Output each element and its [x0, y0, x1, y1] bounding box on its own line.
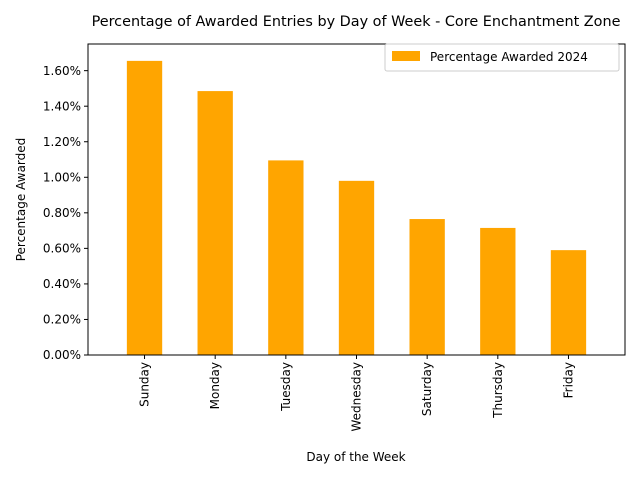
y-tick-label: 1.60%	[43, 64, 81, 78]
y-tick-label: 1.20%	[43, 135, 81, 149]
y-tick-label: 1.00%	[43, 170, 81, 184]
y-tick-label: 0.60%	[43, 242, 81, 256]
x-tick-label: Monday	[208, 362, 222, 409]
x-tick-label: Tuesday	[279, 362, 293, 412]
bars-group	[126, 60, 587, 355]
x-tick-label: Thursday	[491, 362, 505, 419]
x-tick-label: Saturday	[420, 362, 434, 416]
y-axis: 0.00% 0.20% 0.40% 0.60% 0.80% 1.00% 1.20% 1.40%…	[43, 64, 88, 362]
y-tick-label: 0.40%	[43, 277, 81, 291]
y-tick-label: 0.20%	[43, 313, 81, 327]
x-axis-label: Day of the Week	[306, 450, 405, 464]
y-tick-label: 0.00%	[43, 348, 81, 362]
bar-wednesday	[338, 180, 375, 355]
legend: Percentage Awarded 2024	[384, 43, 620, 72]
x-tick-label: Friday	[561, 362, 575, 398]
legend-label: Percentage Awarded 2024	[430, 50, 588, 64]
legend-frame	[384, 43, 620, 72]
bar-saturday	[409, 219, 445, 355]
x-axis: Sunday Monday Tuesday Wednesday Saturday Thur…	[138, 355, 575, 431]
y-tick-label: 1.40%	[43, 99, 81, 113]
bar-monday	[197, 91, 233, 355]
chart-title: Percentage of Awarded Entries by Day of …	[92, 14, 621, 30]
bar-sunday	[126, 60, 163, 355]
x-tick-label: Sunday	[138, 362, 152, 407]
x-tick-label: Wednesday	[350, 362, 364, 431]
bar-thursday	[480, 227, 516, 355]
y-axis-label: Percentage Awarded	[14, 138, 28, 262]
bar-friday	[550, 250, 587, 355]
bar-tuesday	[268, 160, 304, 355]
y-tick-label: 0.80%	[43, 206, 81, 220]
legend-swatch	[392, 51, 420, 61]
plot-frame	[87, 43, 626, 356]
